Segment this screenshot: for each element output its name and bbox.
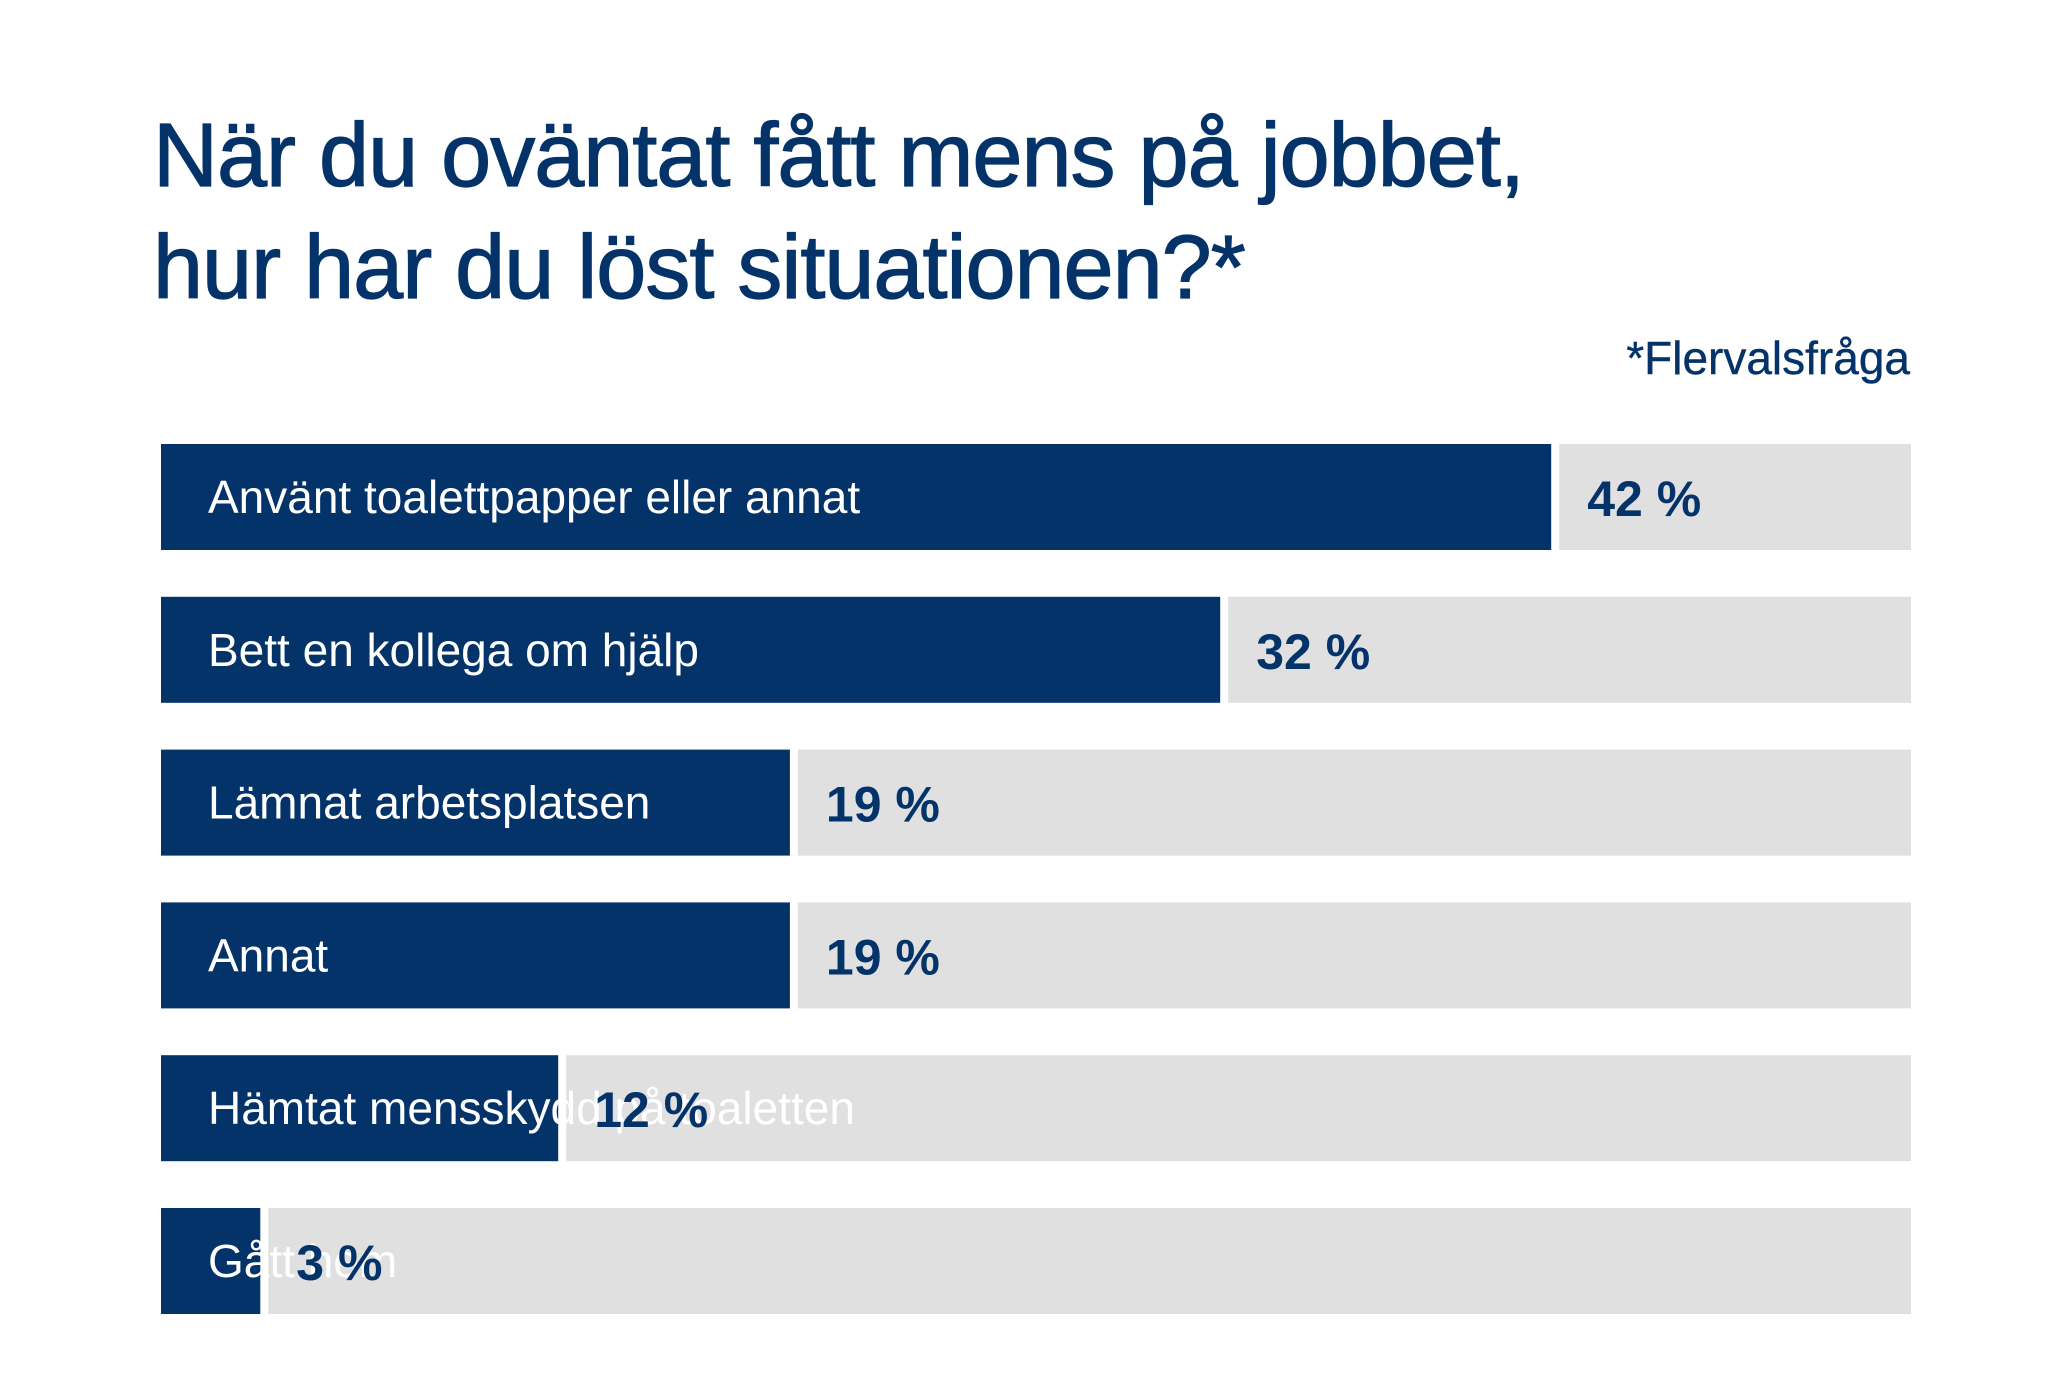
bar-track bbox=[797, 902, 1911, 1009]
category-label: Använt toalettpapper eller annat bbox=[208, 471, 860, 523]
value-label: 12 % bbox=[594, 1082, 708, 1138]
bar bbox=[161, 902, 790, 1009]
bar bbox=[161, 1208, 261, 1314]
bar bbox=[161, 444, 1552, 550]
multiple-choice-note: *Flervalsfråga bbox=[1626, 332, 1910, 384]
bar bbox=[161, 749, 790, 856]
bar-row: Lämnat arbetsplatsen 19 % bbox=[161, 749, 1911, 856]
value-label: 19 % bbox=[826, 929, 940, 985]
category-label: Annat bbox=[208, 929, 328, 981]
bar bbox=[161, 1055, 559, 1162]
category-label: Gått hem bbox=[208, 1235, 397, 1287]
bar-track bbox=[1228, 596, 1911, 703]
chart-title-line-1: När du oväntat fått mens på jobbet, bbox=[152, 105, 1525, 206]
bar bbox=[161, 596, 1221, 703]
value-label: 32 % bbox=[1256, 624, 1370, 680]
bar-track bbox=[797, 749, 1911, 856]
category-label: Hämtat mensskydd på toaletten bbox=[208, 1082, 855, 1134]
bar-track bbox=[268, 1208, 1911, 1314]
value-label: 42 % bbox=[1587, 471, 1701, 527]
value-label: 3 % bbox=[296, 1235, 382, 1291]
bar-row: Annat 19 % bbox=[161, 902, 1911, 1009]
bar-track bbox=[566, 1055, 1912, 1162]
category-label: Bett en kollega om hjälp bbox=[208, 624, 699, 676]
bar-row: Använt toalettpapper eller annat 42 % bbox=[161, 444, 1911, 550]
value-label: 19 % bbox=[826, 777, 940, 833]
category-label: Lämnat arbetsplatsen bbox=[208, 777, 650, 829]
bar-row: Bett en kollega om hjälp 32 % bbox=[161, 596, 1911, 703]
chart-title-line-2: hur har du löst situationen?* bbox=[152, 217, 1246, 318]
chart-title: När du oväntat fått mens på jobbet, hur … bbox=[152, 100, 1525, 324]
bar-track bbox=[1559, 444, 1911, 550]
